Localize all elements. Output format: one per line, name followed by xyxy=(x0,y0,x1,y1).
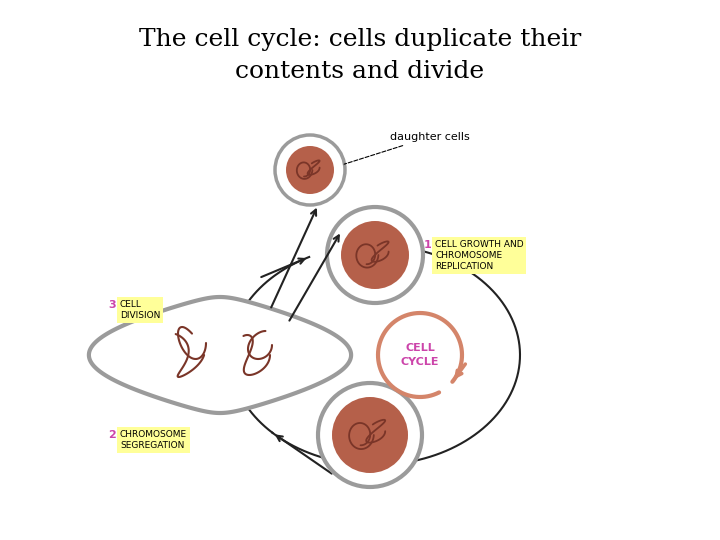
Circle shape xyxy=(332,397,408,473)
Text: 3: 3 xyxy=(109,300,116,310)
Text: CHROMOSOME
SEGREGATION: CHROMOSOME SEGREGATION xyxy=(120,430,187,450)
Circle shape xyxy=(341,221,409,289)
Circle shape xyxy=(286,146,334,194)
Text: 1: 1 xyxy=(423,240,431,250)
Text: daughter cells: daughter cells xyxy=(344,132,469,164)
Circle shape xyxy=(275,135,345,205)
Text: 2: 2 xyxy=(108,430,116,440)
Text: contents and divide: contents and divide xyxy=(235,60,485,83)
Circle shape xyxy=(327,207,423,303)
Text: CELL
DIVISION: CELL DIVISION xyxy=(120,300,161,320)
Text: CELL
CYCLE: CELL CYCLE xyxy=(401,343,439,367)
Circle shape xyxy=(318,383,422,487)
Polygon shape xyxy=(89,297,351,413)
Text: The cell cycle: cells duplicate their: The cell cycle: cells duplicate their xyxy=(139,28,581,51)
Text: CELL GROWTH AND
CHROMOSOME
REPLICATION: CELL GROWTH AND CHROMOSOME REPLICATION xyxy=(435,240,523,271)
